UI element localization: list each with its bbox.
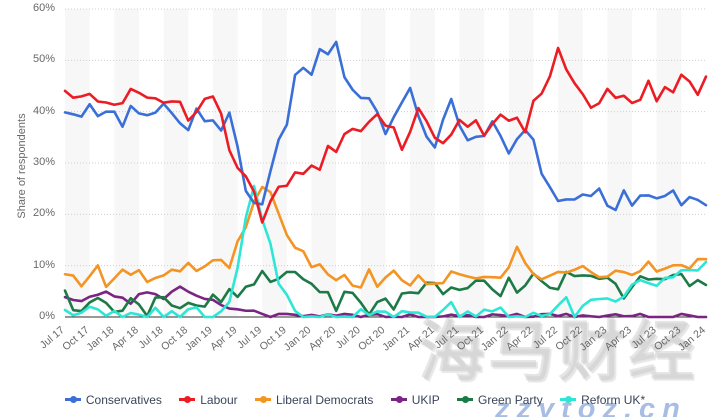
svg-text:Oct 23: Oct 23 [652,324,684,353]
svg-text:Apr 23: Apr 23 [603,324,635,353]
svg-text:Apr 18: Apr 18 [109,324,141,353]
svg-text:Jul 21: Jul 21 [432,324,461,351]
svg-text:Jan 20: Jan 20 [282,324,314,354]
svg-text:Jan 21: Jan 21 [380,324,412,354]
svg-text:Jan 19: Jan 19 [183,324,215,354]
svg-text:Oct 17: Oct 17 [60,324,92,353]
svg-text:Apr 19: Apr 19 [208,324,240,353]
svg-text:Jul 17: Jul 17 [38,324,67,351]
svg-text:Jan 24: Jan 24 [676,324,708,354]
svg-text:Oct 19: Oct 19 [257,324,289,353]
svg-text:Jul 23: Jul 23 [629,324,658,351]
svg-text:Jul 22: Jul 22 [531,324,560,351]
svg-text:Apr 20: Apr 20 [307,324,339,353]
svg-text:Oct 21: Oct 21 [455,324,487,353]
svg-text:Jul 19: Jul 19 [235,324,264,351]
svg-text:Apr 21: Apr 21 [405,324,437,353]
svg-text:Jan 23: Jan 23 [577,324,609,354]
svg-text:Jan 18: Jan 18 [84,324,116,354]
svg-text:Oct 20: Oct 20 [356,324,388,353]
svg-text:Jan 22: Jan 22 [479,324,511,354]
svg-text:Oct 22: Oct 22 [553,324,585,353]
svg-text:Jul 18: Jul 18 [136,324,165,351]
svg-text:Jul 20: Jul 20 [334,324,363,351]
svg-text:Oct 18: Oct 18 [159,324,191,353]
svg-text:Apr 22: Apr 22 [504,324,536,353]
